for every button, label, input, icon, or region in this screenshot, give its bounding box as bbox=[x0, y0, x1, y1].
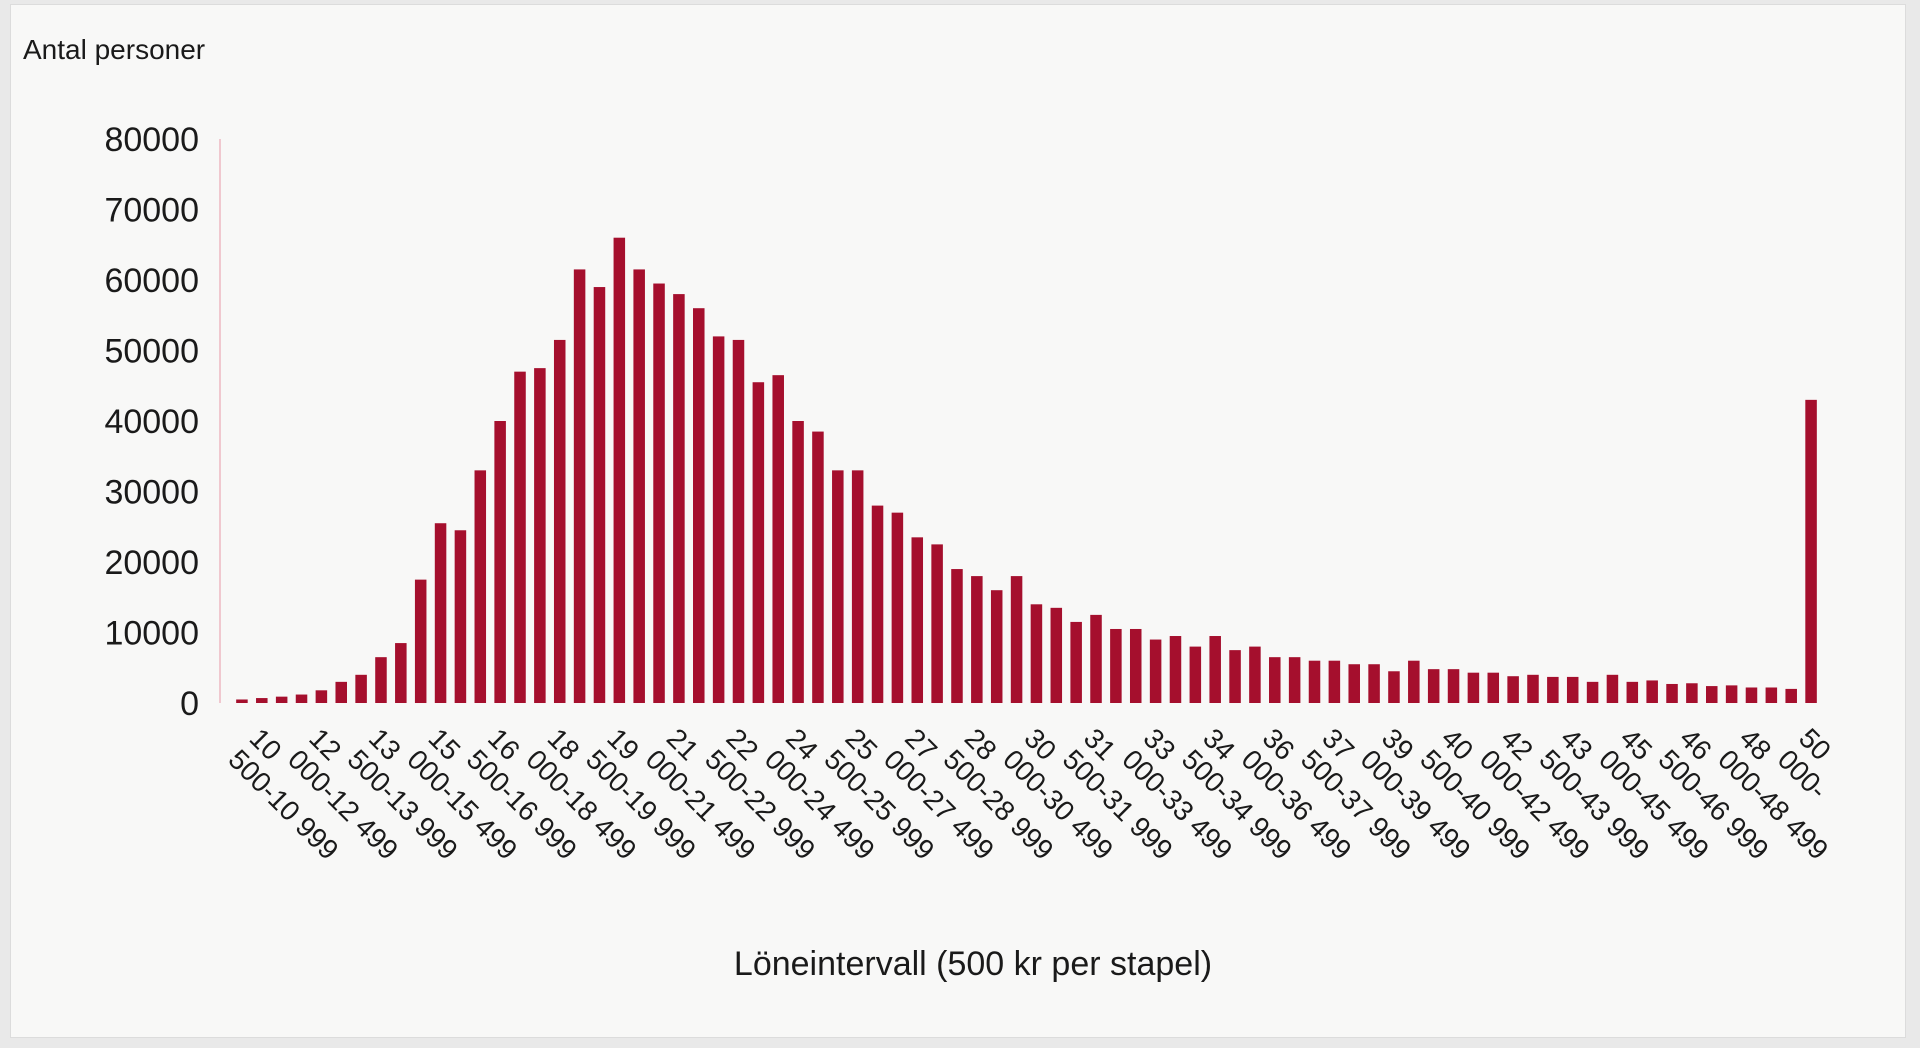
bar bbox=[1209, 636, 1221, 703]
bar bbox=[553, 339, 566, 703]
bar bbox=[1308, 660, 1321, 703]
bar bbox=[1706, 686, 1718, 703]
bar bbox=[1090, 614, 1102, 704]
bar bbox=[1805, 399, 1817, 703]
bar bbox=[1408, 660, 1420, 703]
bar bbox=[1030, 604, 1043, 703]
bar bbox=[732, 339, 745, 703]
bar bbox=[534, 368, 546, 704]
bar bbox=[1229, 650, 1241, 704]
bar bbox=[1129, 628, 1142, 703]
bar bbox=[494, 421, 506, 703]
bar bbox=[514, 371, 526, 703]
bars bbox=[236, 237, 1817, 704]
bar bbox=[395, 643, 407, 703]
bar bbox=[1189, 646, 1202, 703]
bar bbox=[295, 694, 308, 703]
bar bbox=[1606, 674, 1619, 703]
bar bbox=[1288, 657, 1301, 703]
bar bbox=[1070, 621, 1082, 703]
y-tick-label: 50000 bbox=[104, 333, 199, 371]
bar bbox=[971, 576, 983, 703]
bar bbox=[693, 308, 705, 703]
bar bbox=[1765, 687, 1778, 703]
bar bbox=[1149, 639, 1162, 703]
bar bbox=[792, 421, 804, 703]
bar bbox=[1447, 669, 1460, 703]
chart-frame: Antal personer Löneintervall (500 kr per… bbox=[10, 4, 1906, 1038]
y-axis-ticks: 0 10000 20000 30000 40000 50000 60000 70000 8000… bbox=[104, 121, 199, 723]
bar bbox=[1686, 683, 1698, 703]
bar bbox=[673, 294, 685, 703]
bar bbox=[891, 512, 904, 703]
bar-chart: Antal personer Löneintervall (500 kr per… bbox=[23, 34, 1837, 983]
bar bbox=[613, 237, 626, 703]
y-tick-label: 30000 bbox=[104, 474, 199, 512]
bar bbox=[315, 690, 328, 703]
bar bbox=[951, 569, 963, 703]
bar bbox=[653, 283, 665, 703]
bar bbox=[1467, 672, 1480, 703]
bar bbox=[1249, 646, 1261, 703]
bar bbox=[1527, 674, 1539, 703]
bar bbox=[752, 382, 765, 703]
bar bbox=[1110, 628, 1122, 703]
y-axis-title: Antal personer bbox=[23, 34, 205, 65]
bar bbox=[1745, 687, 1758, 703]
bar bbox=[911, 537, 924, 703]
bar bbox=[1050, 607, 1063, 703]
bar bbox=[1626, 681, 1639, 703]
bar bbox=[454, 530, 467, 703]
bar bbox=[256, 698, 268, 703]
bar bbox=[1169, 636, 1182, 703]
bar bbox=[1427, 669, 1440, 703]
bar bbox=[1487, 672, 1500, 703]
bar bbox=[1269, 657, 1281, 703]
x-axis-title: Löneintervall (500 kr per stapel) bbox=[734, 945, 1212, 983]
y-tick-label: 20000 bbox=[104, 544, 199, 582]
bar bbox=[275, 696, 288, 703]
bar bbox=[414, 579, 427, 704]
y-tick-label: 10000 bbox=[104, 615, 199, 653]
bar bbox=[434, 523, 447, 703]
bar bbox=[1388, 671, 1400, 703]
bar bbox=[335, 681, 347, 703]
y-tick-label: 70000 bbox=[104, 192, 199, 230]
bar bbox=[1646, 680, 1658, 703]
bar bbox=[1010, 576, 1023, 703]
bar bbox=[832, 470, 844, 703]
bar bbox=[1666, 683, 1678, 703]
bar bbox=[1785, 688, 1797, 703]
bar bbox=[812, 431, 824, 703]
bar bbox=[375, 657, 387, 703]
y-tick-label: 0 bbox=[180, 685, 199, 723]
bar bbox=[1566, 676, 1579, 703]
bar bbox=[633, 269, 645, 703]
bar bbox=[712, 336, 725, 703]
bar bbox=[573, 269, 586, 703]
bar bbox=[1547, 676, 1559, 703]
bar bbox=[1328, 660, 1341, 703]
bar bbox=[355, 674, 367, 703]
bar bbox=[474, 470, 487, 703]
bar bbox=[1725, 685, 1738, 704]
bar bbox=[593, 287, 606, 703]
bar bbox=[1507, 676, 1519, 703]
y-tick-label: 40000 bbox=[104, 403, 199, 441]
bar bbox=[1586, 681, 1599, 703]
y-tick-label: 80000 bbox=[104, 121, 199, 159]
y-tick-label: 60000 bbox=[104, 262, 199, 300]
bar bbox=[931, 544, 943, 704]
bar bbox=[236, 699, 248, 703]
bar bbox=[1348, 664, 1360, 703]
bar bbox=[851, 470, 864, 703]
bar bbox=[772, 375, 784, 703]
bar bbox=[990, 590, 1003, 703]
bar bbox=[871, 505, 884, 703]
bar bbox=[1368, 664, 1380, 703]
